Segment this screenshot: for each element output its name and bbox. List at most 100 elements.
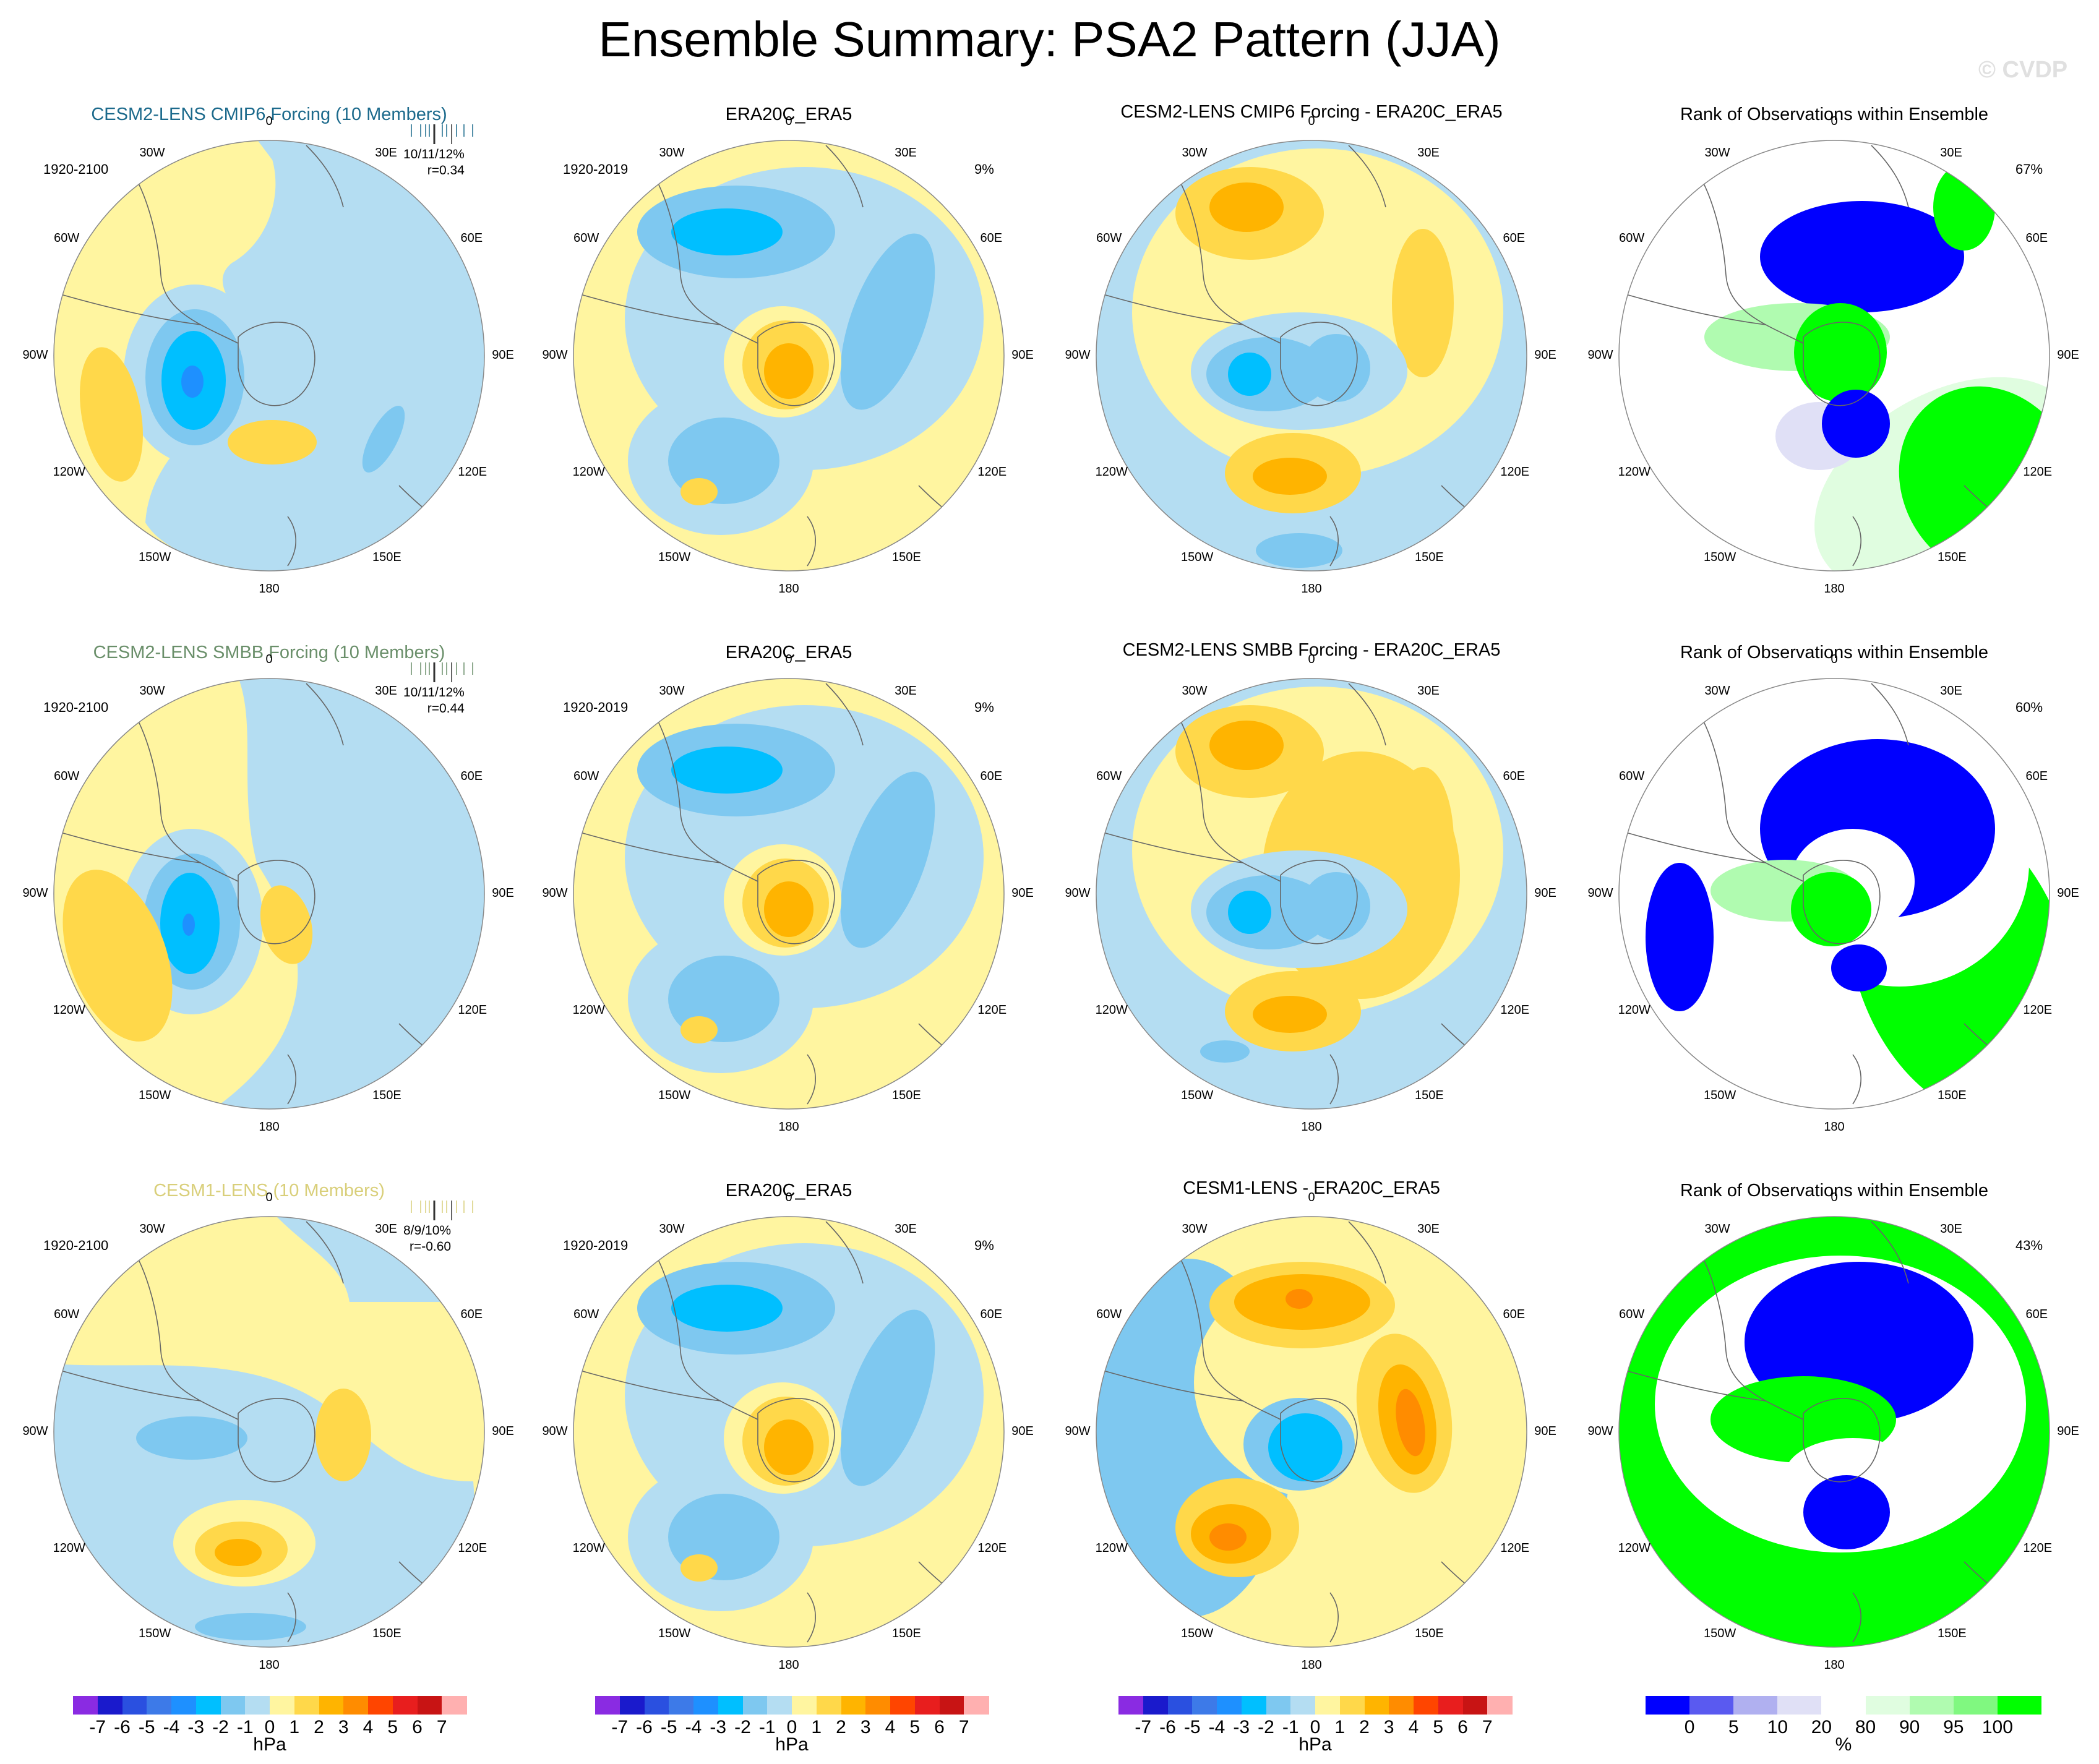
colorbar-hpa-3: -7 -6 -5 -4 -3 -2 -1 0 1 2 3 4 5 6 7 hPa <box>1118 1696 1513 1764</box>
colorbar-swatch <box>1438 1696 1463 1715</box>
polar-map <box>53 1216 485 1648</box>
south-america-coast <box>646 701 758 882</box>
new-zealand-coast <box>807 516 816 567</box>
colorbar-hpa-1: -7 -6 -5 -4 -3 -2 -1 0 1 2 3 4 5 6 7 hPa <box>73 1696 467 1764</box>
africa-coast <box>825 1221 864 1284</box>
contour-region <box>840 233 935 410</box>
contour-region <box>680 478 718 505</box>
longitude-label: 60W <box>573 769 599 783</box>
longitude-label: 30E <box>1417 1222 1440 1236</box>
africa-coast <box>1871 683 1909 746</box>
antarctica-outline <box>1803 1398 1881 1483</box>
contour-region <box>1302 334 1370 402</box>
polar-map <box>1096 678 1527 1110</box>
map-panel-r2-c3: CESM2-LENS SMBB Forcing - ERA20C_ERA5 0 30… <box>1065 640 1556 1178</box>
longitude-label: 60E <box>980 231 1003 245</box>
colorbar-swatch <box>417 1696 442 1715</box>
map-boundary <box>1618 678 2050 1110</box>
colorbar-swatch <box>171 1696 197 1715</box>
contour-region <box>145 140 484 571</box>
map-boundary <box>573 1216 1005 1648</box>
south-america-tip <box>1623 293 1767 325</box>
longitude-label: 150W <box>1704 1627 1736 1641</box>
colorbar-label: 7 <box>1482 1717 1493 1737</box>
antarctica-outline <box>1280 860 1358 944</box>
longitude-label: 90W <box>22 886 48 900</box>
contour-region <box>1209 721 1284 770</box>
longitude-label: 150E <box>892 550 921 565</box>
colorbar-swatch <box>1241 1696 1266 1715</box>
longitude-label: 90E <box>1534 1424 1556 1438</box>
colorbar-swatch <box>1192 1696 1217 1715</box>
contour-field <box>1096 679 1527 1109</box>
colorbar-swatch <box>97 1696 122 1715</box>
contour-region <box>840 771 935 948</box>
period-label: 1920-2019 <box>563 1238 629 1253</box>
longitude-label: 150W <box>1181 550 1214 565</box>
longitude-label: 60E <box>1503 231 1526 245</box>
colorbar-swatch <box>718 1696 743 1715</box>
longitude-label: 0 <box>1831 1191 1838 1204</box>
contour-region <box>671 747 783 794</box>
colorbar-swatch <box>1217 1696 1242 1715</box>
longitude-label: 60W <box>1096 1308 1122 1321</box>
south-america-tip <box>578 293 721 325</box>
longitude-label: 90W <box>22 1424 48 1438</box>
longitude-label: 120W <box>1095 1003 1128 1017</box>
pattern-stat-line: 10/11/12% <box>403 685 465 700</box>
model-title: CESM1-LENS (10 Members) <box>153 1181 385 1201</box>
contour-region <box>260 885 313 964</box>
map-boundary <box>1096 678 1527 1110</box>
rank-pct: 60% <box>2015 700 2043 715</box>
africa-coast <box>306 145 344 208</box>
longitude-label: 30E <box>1940 145 1962 160</box>
polar-map <box>1618 1216 2050 1648</box>
longitude-label: 120W <box>53 1003 85 1017</box>
new-zealand-coast <box>1852 516 1861 567</box>
colorbar-label: -7 <box>1135 1717 1152 1737</box>
polar-map <box>53 140 485 572</box>
colorbar-swatch <box>1953 1696 1998 1715</box>
longitude-label: 60W <box>54 231 80 245</box>
colorbar-label: -7 <box>89 1717 106 1737</box>
variance-pct: 9% <box>974 161 994 177</box>
colorbar-label: -7 <box>611 1717 629 1737</box>
contour-region <box>680 1016 718 1043</box>
contour-region <box>764 881 813 937</box>
contour-field <box>1619 140 2050 571</box>
longitude-label: 30E <box>1417 145 1440 160</box>
colorbar-label: 2 <box>314 1717 324 1737</box>
map-panel-r3-c3: CESM1-LENS - ERA20C_ERA5 0 30E 60E 90E 120E 15… <box>1065 1178 1556 1716</box>
south-america-coast <box>646 1240 758 1420</box>
map-boundary <box>53 140 485 572</box>
contour-region <box>215 1539 262 1566</box>
longitude-label: 90E <box>1011 1424 1034 1438</box>
member-spread-ticks <box>411 662 473 682</box>
colorbar-swatch <box>1689 1696 1734 1715</box>
colorbar-swatch <box>1487 1696 1513 1715</box>
map-boundary <box>1096 1216 1527 1648</box>
colorbar-label: -3 <box>1233 1717 1250 1737</box>
longitude-label: 0 <box>265 1191 273 1204</box>
longitude-label: 30E <box>1940 683 1962 698</box>
south-america-tip <box>1101 293 1244 325</box>
contour-field <box>54 140 484 571</box>
colorbar-label: 1 <box>289 1717 300 1737</box>
colorbar-label: -4 <box>685 1717 702 1737</box>
map-boundary <box>573 678 1005 1110</box>
antarctica-outline <box>1803 322 1881 406</box>
map-panel-r1-c3: CESM2-LENS CMIP6 Forcing - ERA20C_ERA5 0 3… <box>1065 102 1556 640</box>
polar-map <box>53 678 485 1110</box>
colorbar-swatch <box>669 1696 694 1715</box>
map-boundary <box>1618 1216 2050 1648</box>
africa-coast <box>1348 683 1386 746</box>
longitude-label: 150E <box>1415 1089 1444 1103</box>
longitude-label: 90W <box>542 348 568 362</box>
longitude-label: 90W <box>1587 348 1613 362</box>
longitude-label: 30W <box>659 683 685 698</box>
longitude-label: 150E <box>1938 1627 1967 1641</box>
africa-coast <box>825 683 864 746</box>
colorbar-units: hPa <box>775 1734 809 1755</box>
longitude-label: 90W <box>542 886 568 900</box>
longitude-label: 0 <box>1831 114 1838 128</box>
